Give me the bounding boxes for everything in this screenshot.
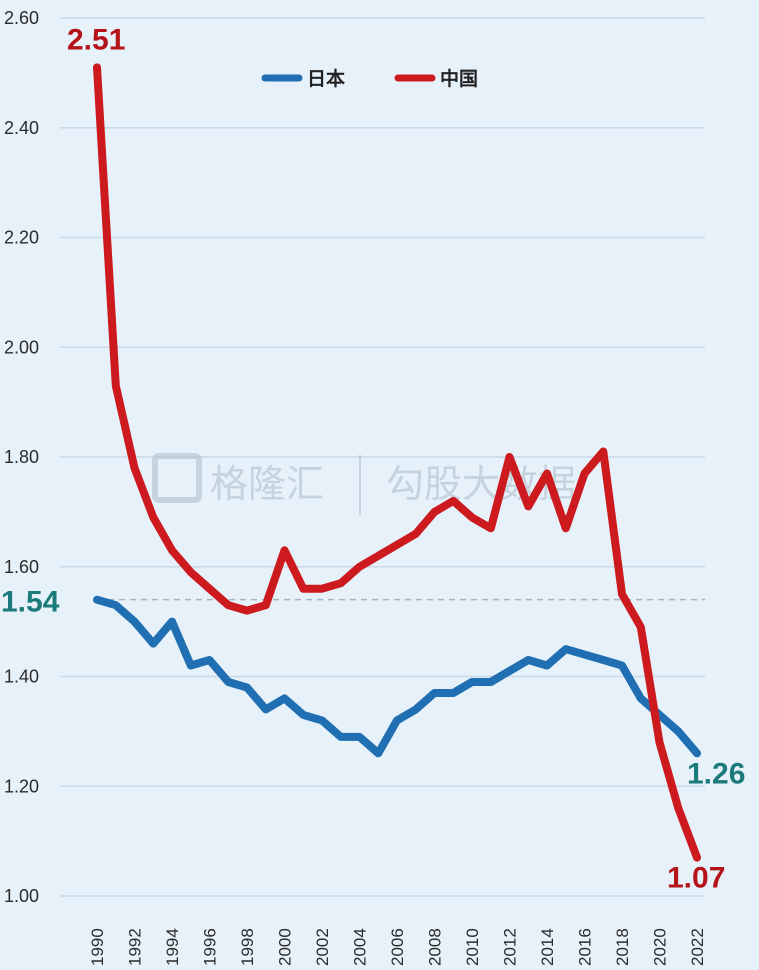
annotation-label: 2.51 (67, 23, 125, 56)
data-annotations: 2.51 1.54 1.26 1.07 (1, 23, 745, 894)
annotation-label: 1.26 (687, 757, 745, 790)
y-tick-label: 2.00 (4, 337, 39, 357)
y-tick-label: 2.40 (4, 118, 39, 138)
x-tick-label: 1994 (163, 928, 182, 966)
x-tick-label: 2004 (351, 928, 370, 966)
annotation-label: 1.54 (1, 586, 60, 619)
x-tick-label: 2014 (538, 928, 557, 966)
x-tick-label: 2000 (276, 928, 295, 966)
x-tick-label: 1992 (126, 928, 145, 966)
y-tick-label: 1.20 (4, 776, 39, 796)
y-tick-label: 2.60 (4, 8, 39, 28)
legend-label: 日本 (307, 67, 345, 90)
x-tick-label: 2010 (463, 928, 482, 966)
x-tick-label: 1998 (238, 928, 257, 966)
x-tick-label: 2018 (613, 928, 632, 966)
x-axis-tick-labels: 1990 1992 1994 1996 1998 2000 2002 2004 2006 2008… (88, 928, 707, 966)
legend: 日本 中国 (261, 67, 478, 90)
x-tick-label: 1990 (88, 928, 107, 966)
x-tick-label: 2012 (501, 928, 520, 966)
watermark-text-1: 格隆汇 (210, 462, 324, 506)
y-tick-label: 1.40 (4, 667, 39, 687)
y-tick-label: 1.00 (4, 886, 39, 906)
x-tick-label: 2022 (688, 928, 707, 966)
annotation-label: 1.07 (667, 862, 725, 895)
x-tick-label: 2020 (651, 928, 670, 966)
x-tick-label: 1996 (201, 928, 220, 966)
watermark: 格隆汇 勾股大数据 (152, 453, 576, 515)
y-axis-tick-labels: 1.00 1.20 1.40 1.60 1.80 2.00 2.20 2.40 2.60 (4, 8, 39, 906)
y-tick-label: 1.60 (4, 557, 39, 577)
series-lines (93, 63, 701, 862)
y-tick-label: 1.80 (4, 447, 39, 467)
y-tick-label: 2.20 (4, 228, 39, 248)
x-tick-label: 2016 (576, 928, 595, 966)
series-line-japan (93, 595, 701, 758)
legend-label: 中国 (440, 67, 478, 90)
x-tick-label: 2002 (313, 928, 332, 966)
watermark-logo-icon (152, 453, 202, 503)
series-line-china (93, 63, 701, 862)
x-tick-label: 2006 (388, 928, 407, 966)
x-tick-label: 2008 (426, 928, 445, 966)
